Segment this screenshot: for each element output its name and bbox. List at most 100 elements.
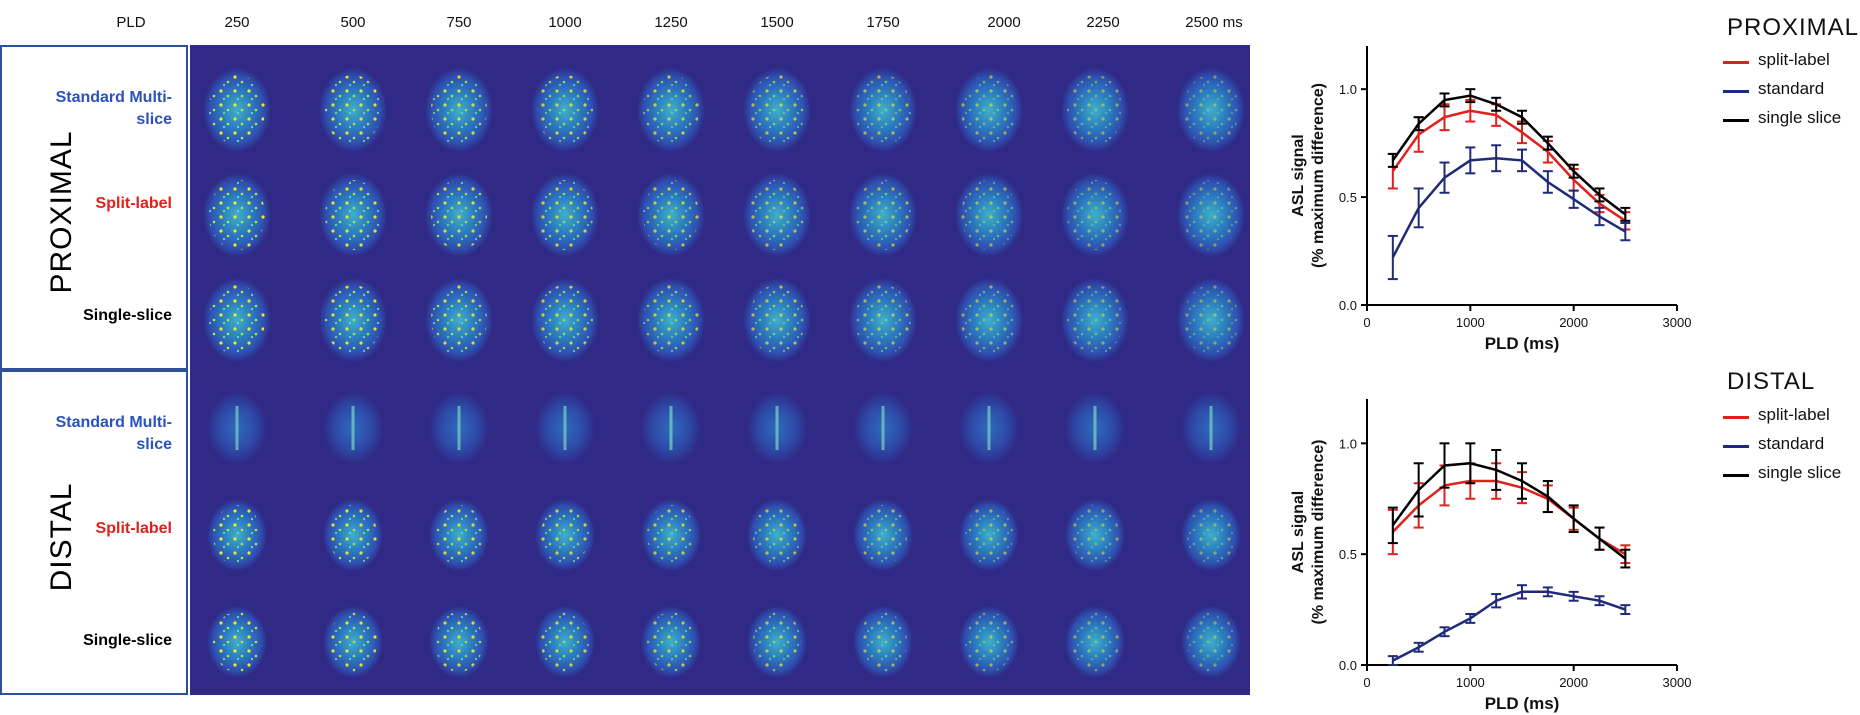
legend-swatch-standard — [1723, 445, 1749, 448]
proximal-chart-title: PROXIMAL — [1727, 14, 1860, 41]
pld-time-500: 500 — [340, 14, 366, 31]
y-axis-sublabel: (% maximum difference) — [1310, 440, 1327, 625]
y-axis-label: ASL signal — [1290, 491, 1307, 573]
brain-signal-speckle — [859, 505, 907, 565]
brain-signal-speckle — [647, 505, 695, 565]
brain-signal-speckle — [213, 612, 261, 672]
brain-signal-speckle — [1071, 612, 1119, 672]
pld-time-2000: 2000 — [987, 14, 1021, 31]
brain-signal-speckle — [749, 180, 805, 250]
brain-signal-speckle — [643, 285, 699, 355]
x-tick-label: 2000 — [1559, 675, 1588, 690]
y-tick-label: 0.0 — [1339, 298, 1357, 313]
pld-time-1500: 1500 — [760, 14, 794, 31]
y-tick-label: 0.5 — [1339, 190, 1357, 205]
pld-time-2250: 2250 — [1086, 14, 1120, 31]
brain-signal-speckle — [431, 75, 487, 145]
y-tick-label: 0.0 — [1339, 658, 1357, 673]
pld-time-2500: 2500 ms — [1185, 14, 1243, 31]
brain-signal-speckle — [1183, 285, 1239, 355]
brain-signal-speckle — [325, 75, 381, 145]
brain-signal-speckle — [749, 75, 805, 145]
proximal-row-label-standard: Standard Multi-slice — [55, 89, 172, 128]
proximal-section-box: PROXIMAL Standard Multi-slice Split-labe… — [0, 45, 188, 370]
brain-signal-speckle — [329, 505, 377, 565]
x-tick-label: 0 — [1363, 315, 1370, 330]
legend-swatch-split — [1723, 61, 1749, 64]
x-tick-label: 3000 — [1663, 315, 1692, 330]
legend-swatch-standard — [1723, 90, 1749, 93]
brain-signal-speckle — [965, 612, 1013, 672]
proximal-row-label-split: Split-label — [95, 195, 172, 212]
brain-signal-speckle — [325, 285, 381, 355]
series-line-single-slice — [1391, 94, 1627, 216]
brain-signal-speckle — [749, 285, 805, 355]
legend-label-standard: standard — [1758, 434, 1825, 453]
asl-image-grid — [190, 45, 1250, 695]
legend-label-standard: standard — [1758, 79, 1825, 98]
brain-signal-speckle — [435, 505, 483, 565]
pld-header-label: PLD — [116, 14, 146, 31]
brain-signal-speckle — [859, 612, 907, 672]
y-axis-sublabel: (% maximum difference) — [1310, 83, 1327, 268]
x-tick-label: 2000 — [1559, 315, 1588, 330]
distal-chart: 0 1000 2000 3000 0.0 0.5 1.0 PLD (ms) ASL signal… — [1290, 399, 1692, 713]
y-tick-label: 1.0 — [1339, 436, 1357, 451]
series-line-split-label — [1391, 479, 1626, 556]
brain-signal-speckle — [1067, 75, 1123, 145]
brain-grid-svg — [203, 68, 1245, 678]
brain-signal-speckle — [643, 180, 699, 250]
brain-signal-speckle — [855, 180, 911, 250]
brain-signal-speckle — [961, 75, 1017, 145]
proximal-chart: 0 1000 2000 3000 0.0 0.5 1.0 PLD (ms) ASL signal… — [1290, 46, 1692, 353]
pld-time-1000: 1000 — [548, 14, 582, 31]
legend-label-split: split-label — [1758, 405, 1830, 424]
distal-chart-title: DISTAL — [1727, 368, 1816, 395]
brain-signal-speckle — [647, 612, 695, 672]
legend-swatch-split — [1723, 416, 1749, 419]
x-tick-label: 0 — [1363, 675, 1370, 690]
series-line-single-slice — [1391, 462, 1627, 560]
brain-signal-speckle — [537, 285, 593, 355]
brain-signal-speckle — [1187, 612, 1235, 672]
x-tick-label: 1000 — [1456, 315, 1485, 330]
series-line-standard — [1391, 156, 1626, 259]
brain-signal-speckle — [1183, 75, 1239, 145]
x-tick-label: 1000 — [1456, 675, 1485, 690]
legend-swatch-single — [1723, 119, 1749, 122]
legend-label-split: split-label — [1758, 50, 1830, 69]
x-tick-label: 3000 — [1663, 675, 1692, 690]
pld-time-1250: 1250 — [654, 14, 688, 31]
brain-signal-speckle — [325, 180, 381, 250]
pld-time-250: 250 — [224, 14, 250, 31]
distal-row-label-standard: Standard Multi-slice — [55, 414, 172, 453]
brain-signal-speckle — [1067, 285, 1123, 355]
proximal-row-label-single: Single-slice — [83, 307, 172, 324]
pld-time-750: 750 — [446, 14, 472, 31]
brain-signal-speckle — [855, 75, 911, 145]
distal-section-box: DISTAL Standard Multi-slice Split-label … — [0, 370, 188, 695]
brain-signal-speckle — [431, 180, 487, 250]
series-line-split-label — [1391, 109, 1626, 222]
brain-signal-speckle — [961, 180, 1017, 250]
legend-label-single: single slice — [1758, 108, 1842, 127]
brain-signal-speckle — [1187, 505, 1235, 565]
brain-signal-speckle — [435, 612, 483, 672]
brain-signal-speckle — [643, 75, 699, 145]
legend-label-single: single slice — [1758, 463, 1842, 482]
pld-time-1750: 1750 — [866, 14, 900, 31]
brain-signal-speckle — [329, 612, 377, 672]
brain-signal-speckle — [209, 180, 265, 250]
y-axis-label: ASL signal — [1290, 134, 1307, 216]
brain-signal-speckle — [961, 285, 1017, 355]
brain-signal-speckle — [209, 75, 265, 145]
x-axis-label: PLD (ms) — [1485, 694, 1560, 713]
y-tick-label: 1.0 — [1339, 82, 1357, 97]
brain-signal-speckle — [1067, 180, 1123, 250]
brain-signal-speckle — [753, 612, 801, 672]
brain-signal-speckle — [537, 75, 593, 145]
brain-signal-speckle — [431, 285, 487, 355]
brain-signal-speckle — [753, 505, 801, 565]
brain-signal-speckle — [965, 505, 1013, 565]
series-line-standard — [1392, 590, 1626, 662]
